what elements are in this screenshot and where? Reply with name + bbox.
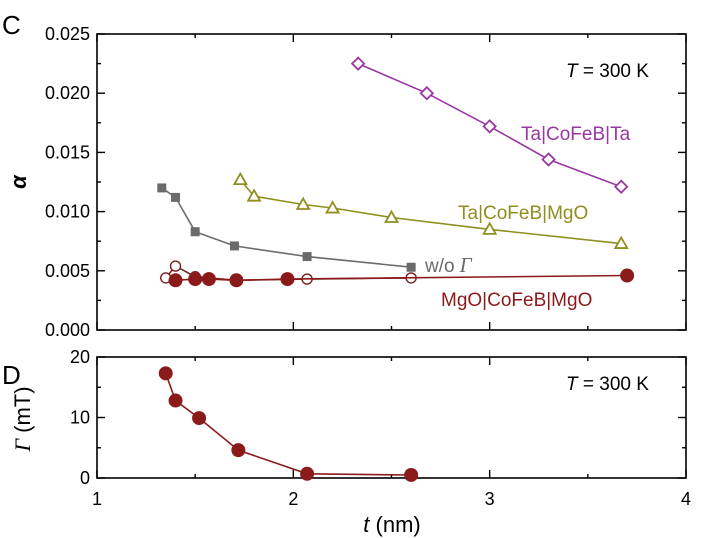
panel-c-series-w-o-gamma bbox=[157, 183, 416, 272]
panel-d-gamma-chart: D Γ (mT) T = 300 K t (nm) 1 2 3 4 0 10 20 bbox=[2, 347, 691, 537]
panel-c-series-w-o-gamma-point bbox=[190, 227, 200, 237]
panel-d-y-tick-label: 10 bbox=[70, 408, 90, 428]
panel-d-x-tick-label: 1 bbox=[92, 489, 102, 509]
panel-c-y-tick-label: 0.010 bbox=[45, 202, 90, 222]
panel-c-series-unlabeled-3-point bbox=[169, 260, 182, 272]
panel-d-y-label-var: Γ bbox=[10, 438, 35, 453]
panel-d-annotation-var: T bbox=[566, 374, 579, 395]
label-mgo-cofeb-mgo: MgO|CoFeB|MgO bbox=[441, 290, 592, 311]
label-ta-cofeb-mgo: Ta|CoFeB|MgO bbox=[458, 203, 588, 224]
panel-c-series-w-o-gamma-point bbox=[229, 241, 239, 251]
panel-c-series-ta-cofeb-ta-point bbox=[613, 179, 629, 195]
panel-d-series-unlabeled-0-point bbox=[404, 467, 419, 482]
panel-c-series-ta-cofeb-mgo-point bbox=[246, 188, 262, 202]
panel-c-y-tick-label: 0.000 bbox=[45, 320, 90, 340]
panel-c-y-tick-label: 0.015 bbox=[45, 142, 90, 162]
panel-c-annotation-rest: = 300 K bbox=[578, 61, 650, 82]
x-axis-label-var: t bbox=[363, 512, 370, 537]
panel-d-temperature-annotation: T = 300 K bbox=[566, 374, 649, 395]
panel-d-y-axis-label: Γ (mT) bbox=[10, 386, 35, 452]
panel-d-x-tick-label: 3 bbox=[485, 489, 495, 509]
panel-c-series-w-o-gamma-point bbox=[157, 183, 167, 193]
panel-c-series-ta-cofeb-mgo-point bbox=[383, 209, 400, 223]
panel-c-series-ta-cofeb-mgo-point bbox=[482, 221, 498, 235]
panel-c-y-axis-label: α bbox=[6, 174, 31, 189]
panel-c-y-tick-label: 0.025 bbox=[45, 24, 90, 44]
label-without-gamma: w/o Γ bbox=[424, 253, 473, 277]
panel-c-temperature-annotation: T = 300 K bbox=[566, 61, 649, 82]
panel-c-series-mgo-cofeb-mgo-point bbox=[620, 268, 635, 283]
panel-c-series-ta-cofeb-ta-point bbox=[482, 119, 497, 134]
panel-d-series-unlabeled-0-point bbox=[192, 411, 207, 426]
panel-c-alpha-chart: C α T = 300 K Ta|CoFeB|Ta Ta|CoFeB|MgO w… bbox=[2, 10, 687, 340]
panel-c-series-mgo-cofeb-mgo-point bbox=[280, 272, 295, 287]
panel-c-annotation-var: T bbox=[566, 61, 579, 82]
panel-d-y-tick-label: 20 bbox=[70, 347, 90, 367]
panel-c-series-w-o-gamma-point bbox=[406, 262, 416, 272]
x-axis-label: t (nm) bbox=[363, 512, 420, 537]
panel-d-y-label-rest: (mT) bbox=[10, 386, 35, 439]
panel-c-series-ta-cofeb-ta-point bbox=[419, 85, 435, 101]
panel-c-series-mgo-cofeb-mgo-point bbox=[188, 272, 203, 287]
panel-c-series-mgo-cofeb-mgo bbox=[168, 268, 635, 288]
panel-d-series-unlabeled-0 bbox=[158, 366, 419, 482]
panel-c-series-mgo-cofeb-mgo-point bbox=[168, 273, 183, 288]
panel-c-series-ta-cofeb-mgo-point bbox=[295, 196, 311, 210]
panel-d-series-unlabeled-0-point bbox=[300, 466, 315, 481]
panel-c-series-ta-cofeb-ta bbox=[350, 56, 629, 195]
panel-c-series-w-o-gamma-point bbox=[171, 192, 181, 202]
x-axis-label-rest: (nm) bbox=[369, 512, 420, 537]
panel-c-series-ta-cofeb-mgo-point bbox=[613, 235, 629, 249]
panel-d-x-tick-label: 4 bbox=[681, 489, 691, 509]
panel-c-letter: C bbox=[2, 10, 21, 40]
panel-d-letter: D bbox=[2, 360, 21, 390]
panel-c-y-tick-label: 0.005 bbox=[45, 261, 90, 281]
panel-c-series-ta-cofeb-mgo-point bbox=[232, 171, 248, 186]
panel-d-annotation-rest: = 300 K bbox=[578, 374, 650, 395]
panel-c-series-mgo-cofeb-mgo-point bbox=[201, 272, 216, 287]
panel-c-series-mgo-cofeb-mgo-point bbox=[229, 273, 244, 288]
label-ta-cofeb-ta: Ta|CoFeB|Ta bbox=[521, 124, 631, 145]
label-without-gamma-text: w/o bbox=[424, 256, 455, 277]
panel-d-series-unlabeled-0-point bbox=[158, 366, 173, 381]
panel-c-series-w-o-gamma-point bbox=[302, 252, 312, 262]
panel-c-y-tick-label: 0.020 bbox=[45, 83, 90, 103]
panel-d-x-tick-label: 2 bbox=[288, 489, 298, 509]
panel-c-series-ta-cofeb-mgo-point bbox=[325, 200, 341, 214]
panel-d-y-tick-label: 0 bbox=[80, 468, 90, 488]
panel-c-series-ta-cofeb-ta-point bbox=[350, 56, 366, 71]
panel-d-series-unlabeled-0-point bbox=[168, 393, 183, 408]
panel-d-series-unlabeled-0-point bbox=[231, 443, 246, 458]
panel-c-series-ta-cofeb-ta-point bbox=[541, 152, 556, 167]
label-without-gamma-symbol: Γ bbox=[459, 253, 473, 277]
panel-c-series-ta-cofeb-mgo bbox=[232, 171, 629, 249]
